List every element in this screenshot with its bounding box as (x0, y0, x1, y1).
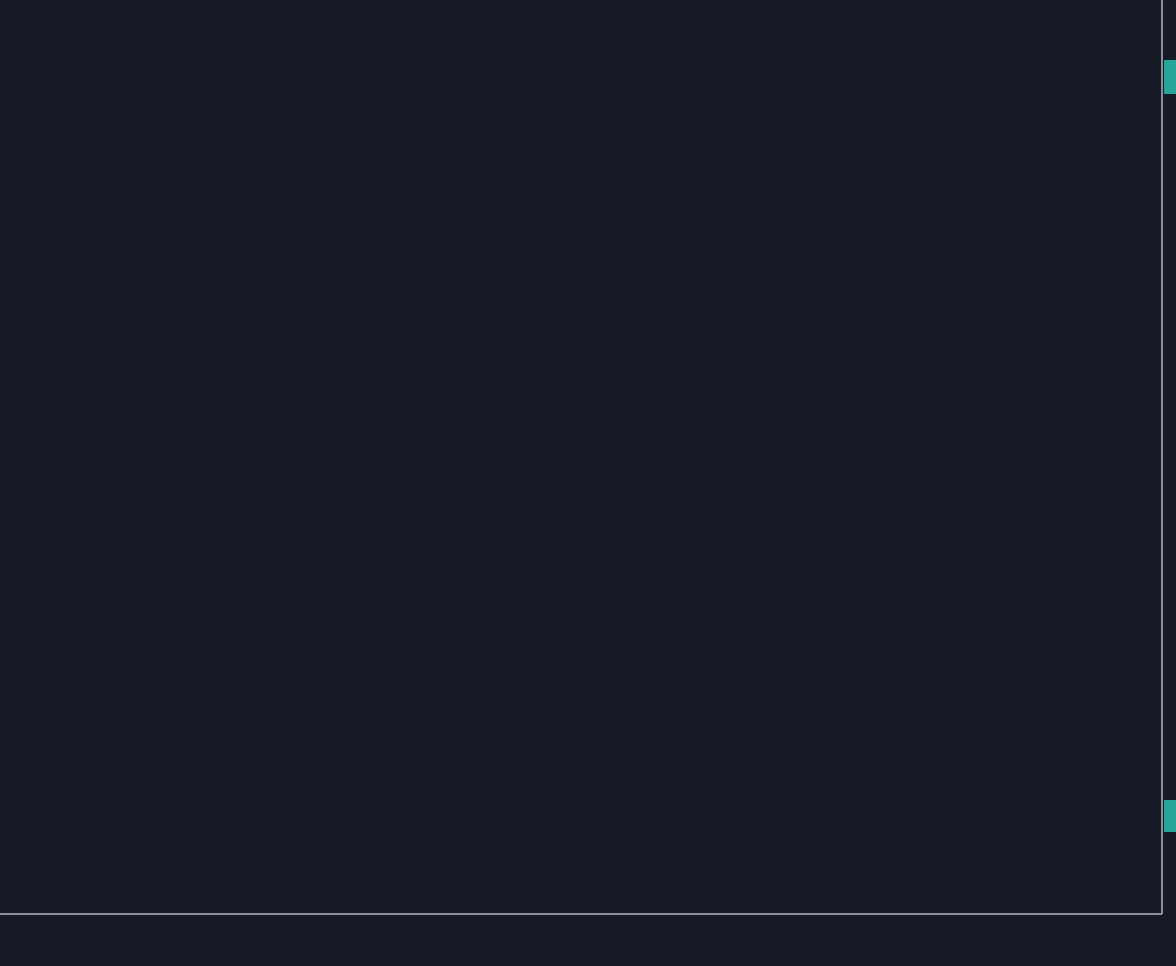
price-marker (1164, 60, 1176, 94)
volume-marker (1164, 800, 1176, 832)
